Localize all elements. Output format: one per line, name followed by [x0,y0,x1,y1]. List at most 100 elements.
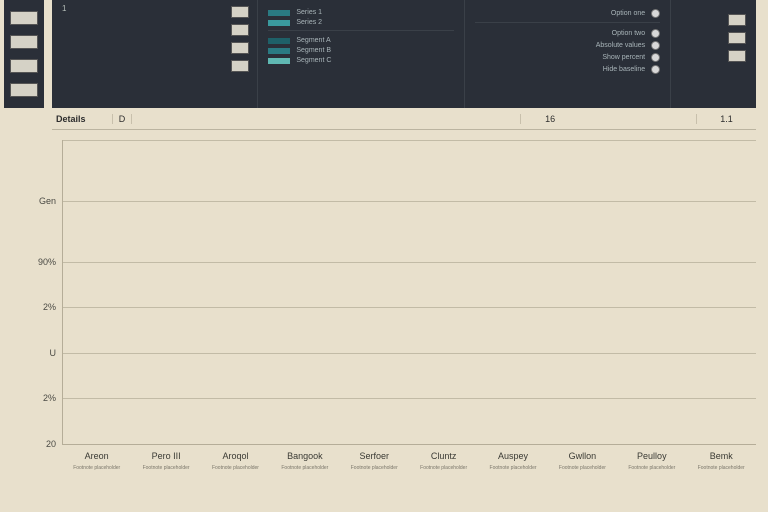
legend-label: Segment B [296,47,331,54]
x-tick: Bangook Footnote placeholder [281,445,329,502]
option-label: Hide baseline [603,66,645,73]
header-flag: D [112,114,132,124]
radio-icon[interactable] [651,53,660,62]
gridline [63,140,756,141]
option-row[interactable]: Absolute values [475,41,660,50]
legend-row: Segment B [268,47,453,54]
x-axis: Areon Footnote placeholder Pero III Footnot… [62,444,756,502]
x-label: Pero III [142,451,190,461]
x-sublabel: Footnote placeholder [489,465,537,471]
legend-swatch [268,48,290,54]
legend-label: Segment A [296,37,330,44]
legend-label: Segment C [296,57,331,64]
x-label: Bangook [281,451,329,461]
top-col-2: Series 1 Series 2 Segment A Segment B Segme… [258,0,464,108]
film-strip-left [4,0,44,108]
x-label: Aroqol [211,451,259,461]
x-label: Bemk [697,451,745,461]
x-tick: Bemk Footnote placeholder [697,445,745,502]
film-frame [10,59,38,73]
legend-row: Series 1 [268,9,453,16]
radio-icon[interactable] [651,41,660,50]
option-row[interactable]: Hide baseline [475,65,660,74]
x-sublabel: Footnote placeholder [420,465,468,471]
header-val-mid: 16 [520,114,580,124]
x-sublabel: Footnote placeholder [697,465,745,471]
top-col-1: 1 [52,0,258,108]
option-label: Option two [612,30,645,37]
option-label: Absolute values [596,42,645,49]
chart: Gen90%2%U2%20 AreonFootnote placeholderP… [20,140,756,502]
option-row[interactable]: Option one [475,9,660,18]
panel-box [231,42,249,54]
x-tick: Gwllon Footnote placeholder [558,445,606,502]
x-tick: Areon Footnote placeholder [73,445,121,502]
radio-icon[interactable] [651,65,660,74]
y-tick-label: Gen [39,196,56,206]
top-col-4 [671,0,756,108]
y-tick-label: 90% [38,257,56,267]
legend-swatch [268,38,290,44]
legend-row: Segment A [268,37,453,44]
legend-label: Series 1 [296,9,322,16]
film-frame [10,83,38,97]
x-sublabel: Footnote placeholder [281,465,329,471]
x-label: Serfoer [350,451,398,461]
panel-box [728,14,746,26]
option-row[interactable]: Option two [475,29,660,38]
y-axis: Gen90%2%U2%20 [20,140,62,444]
option-row[interactable]: Show percent [475,53,660,62]
top-col-3: Option one Option two Absolute values Show … [465,0,671,108]
y-tick-label: 20 [46,439,56,449]
option-label: Option one [611,10,645,17]
x-sublabel: Footnote placeholder [142,465,190,471]
x-sublabel: Footnote placeholder [350,465,398,471]
film-frame [10,35,38,49]
box-stack-left [231,6,249,72]
legend-swatch [268,20,290,26]
panel-box [231,6,249,18]
header-strip: Details D 16 1.1 [52,108,756,130]
gridline [63,307,756,308]
x-tick: Aroqol Footnote placeholder [211,445,259,502]
legend-row: Series 2 [268,19,453,26]
gridline [63,353,756,354]
x-tick: Pero III Footnote placeholder [142,445,190,502]
radio-icon[interactable] [651,29,660,38]
legend-row: Segment C [268,57,453,64]
top-panel: 1 Series 1 Series 2 Segment A Segment B Seg… [52,0,756,108]
panel-box [231,60,249,72]
x-sublabel: Footnote placeholder [73,465,121,471]
plot-area [62,140,756,444]
x-label: Cluntz [420,451,468,461]
panel-box [728,50,746,62]
col1-tick: 1 [62,4,66,13]
legend-swatch [268,10,290,16]
y-tick-label: 2% [43,302,56,312]
gridline [63,398,756,399]
x-sublabel: Footnote placeholder [628,465,676,471]
legend-label: Series 2 [296,19,322,26]
x-tick: Cluntz Footnote placeholder [420,445,468,502]
panel-box [728,32,746,44]
x-tick: Serfoer Footnote placeholder [350,445,398,502]
x-tick: Auspey Footnote placeholder [489,445,537,502]
gridline [63,262,756,263]
option-label: Show percent [602,54,645,61]
gridline [63,201,756,202]
x-tick: Peulloy Footnote placeholder [628,445,676,502]
x-label: Auspey [489,451,537,461]
x-sublabel: Footnote placeholder [558,465,606,471]
panel-box [231,24,249,36]
film-frame [10,11,38,25]
radio-icon[interactable] [651,9,660,18]
x-label: Peulloy [628,451,676,461]
x-sublabel: Footnote placeholder [211,465,259,471]
x-label: Areon [73,451,121,461]
legend-swatch [268,58,290,64]
y-tick-label: U [50,348,57,358]
y-tick-label: 2% [43,393,56,403]
box-stack-right [728,14,746,62]
x-label: Gwllon [558,451,606,461]
header-val-right: 1.1 [696,114,756,124]
